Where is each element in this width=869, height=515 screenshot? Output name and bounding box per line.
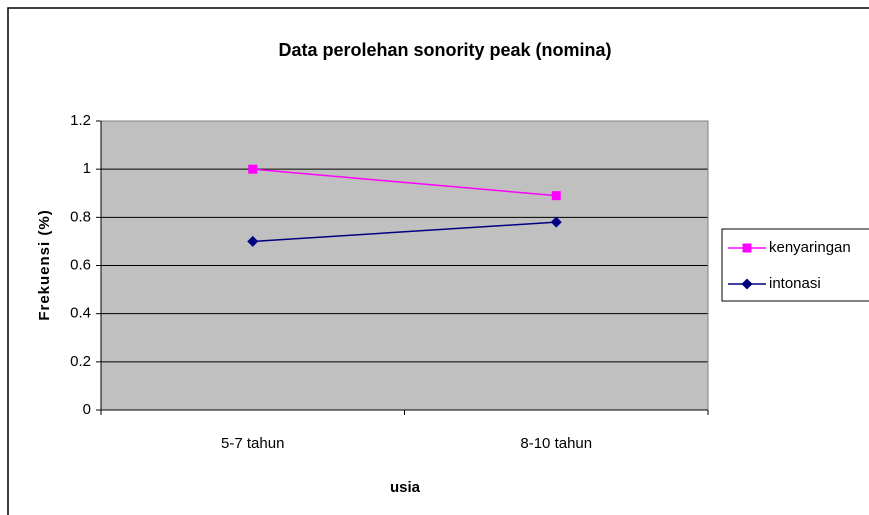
y-tick-label: 0.2 bbox=[70, 353, 91, 370]
y-tick-label: 0.8 bbox=[70, 208, 91, 225]
legend-label: kenyaringan bbox=[769, 239, 851, 256]
series-line bbox=[252, 221, 557, 243]
y-tick-label: 1.2 bbox=[70, 112, 91, 129]
x-tick-label: 5-7 tahun bbox=[221, 435, 284, 452]
data-point bbox=[550, 216, 562, 228]
x-tick-label: 8-10 tahun bbox=[520, 435, 592, 452]
legend-marker bbox=[742, 243, 752, 253]
data-point bbox=[247, 235, 259, 247]
chart-title: Data perolehan sonority peak (nomina) bbox=[278, 40, 611, 60]
y-axis-label: Frekuensi (%) bbox=[36, 209, 53, 320]
legend-marker bbox=[741, 278, 753, 290]
y-tick-label: 0.4 bbox=[70, 305, 91, 322]
y-tick-label: 1 bbox=[83, 160, 91, 177]
legend-label: intonasi bbox=[769, 275, 821, 292]
y-tick-label: 0 bbox=[83, 401, 91, 418]
data-point bbox=[551, 191, 561, 201]
data-point bbox=[248, 164, 258, 174]
y-tick-label: 0.6 bbox=[70, 256, 91, 273]
series-line bbox=[252, 168, 557, 197]
x-axis-label: usia bbox=[390, 479, 421, 496]
